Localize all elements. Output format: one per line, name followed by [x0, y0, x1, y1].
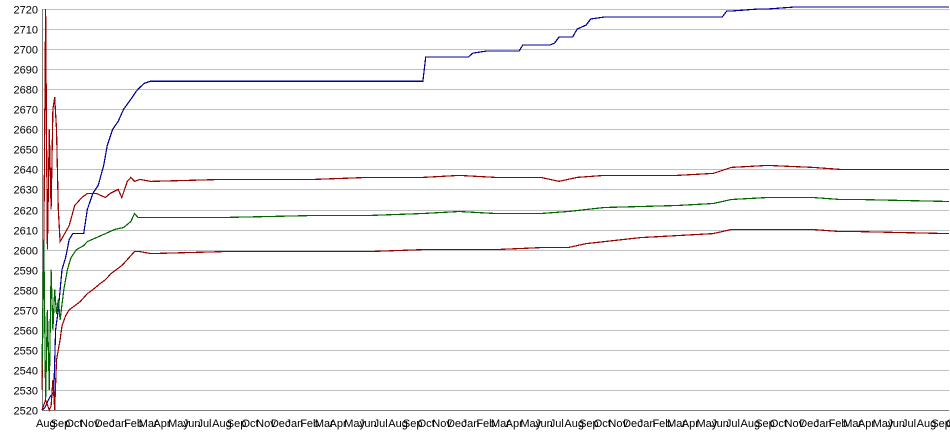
gridlines — [42, 9, 949, 411]
x-tick-label: Jan — [814, 418, 832, 430]
x-tick-label: Oct — [418, 418, 435, 430]
series-line-4 — [41, 228, 950, 412]
x-tick-label: Apr — [858, 418, 875, 430]
y-tick-label: 2620 — [14, 206, 38, 218]
series-line-1 — [41, 6, 949, 411]
x-tick-label: Dec — [95, 418, 115, 430]
y-tick-label: 2670 — [14, 105, 38, 117]
x-tick-label: Feb — [300, 418, 319, 430]
y-tick-label: 2530 — [14, 386, 38, 398]
x-tick-label: Feb — [476, 418, 495, 430]
x-tick-label: May — [696, 418, 717, 430]
x-tick-label: Mar — [315, 418, 334, 430]
x-tick-label: Oct — [241, 418, 258, 430]
x-tick-label: Jan — [109, 418, 127, 430]
x-tick-label: Jun — [183, 418, 201, 430]
x-tick-label: Jan — [286, 418, 304, 430]
x-tick-label: Oct — [65, 418, 82, 430]
y-tick-label: 2600 — [14, 246, 38, 258]
x-tick-label: Aug — [212, 418, 232, 430]
y-tick-label: 2560 — [14, 326, 38, 338]
x-tick-label: Sep — [51, 418, 71, 430]
y-tick-label: 2690 — [14, 65, 38, 77]
x-tick-label: Jul — [726, 418, 740, 430]
y-tick-label: 2570 — [14, 306, 38, 318]
x-tick-label: Mar — [139, 418, 158, 430]
x-tick-label: Nov — [80, 418, 100, 430]
x-tick-label: Mar — [843, 418, 862, 430]
y-tick-label: 2520 — [14, 406, 38, 418]
y-tick-label: 2540 — [14, 366, 38, 378]
x-tick-label: Apr — [682, 418, 699, 430]
series-line-2 — [41, 8, 949, 390]
x-tick-label: Nov — [256, 418, 276, 430]
x-tick-label: Sep — [227, 418, 247, 430]
x-tick-label: May — [520, 418, 541, 430]
x-tick-label: Apr — [153, 418, 170, 430]
y-tick-label: 2630 — [14, 185, 38, 197]
x-tick-label: Nov — [608, 418, 628, 430]
x-tick-label: Feb — [124, 418, 143, 430]
y-tick-label: 2720 — [14, 5, 38, 17]
x-tick-label: Jul — [902, 418, 916, 430]
x-tick-label: Jun — [359, 418, 377, 430]
x-tick-label: Aug — [36, 418, 56, 430]
x-tick-label: Dec — [447, 418, 467, 430]
x-tick-label: Jan — [462, 418, 480, 430]
series-line-3 — [41, 196, 950, 401]
x-tick-label: Dec — [799, 418, 819, 430]
x-tick-label: Apr — [506, 418, 523, 430]
x-tick-label: Aug — [741, 418, 761, 430]
x-tick-label: Aug — [917, 418, 937, 430]
y-tick-label: 2680 — [14, 85, 38, 97]
x-tick-label: Jan — [638, 418, 656, 430]
y-tick-label: 2590 — [14, 266, 38, 278]
x-tick-label: Mar — [667, 418, 686, 430]
x-tick-label: Sep — [755, 418, 775, 430]
x-tick-label: Sep — [579, 418, 599, 430]
y-tick-label: 2610 — [14, 226, 38, 238]
y-tick-label: 2550 — [14, 346, 38, 358]
y-tick-label: 2650 — [14, 145, 38, 157]
x-tick-label: Jul — [550, 418, 564, 430]
x-tick-label: Sep — [403, 418, 423, 430]
x-tick-label: Apr — [330, 418, 347, 430]
x-tick-label: Sep — [931, 418, 950, 430]
x-tick-label: Jun — [711, 418, 729, 430]
x-tick-label: Dec — [271, 418, 291, 430]
x-tick-label: Aug — [564, 418, 584, 430]
y-tick-label: 2640 — [14, 165, 38, 177]
x-tick-label: May — [873, 418, 894, 430]
x-tick-label: Feb — [829, 418, 848, 430]
x-tick-label: Nov — [432, 418, 452, 430]
y-tick-label: 2660 — [14, 125, 38, 137]
x-tick-label: Aug — [388, 418, 408, 430]
x-tick-label: Oct — [946, 418, 950, 430]
x-tick-label: Oct — [594, 418, 611, 430]
y-tick-labels: 2520 2530 2540 2550 2560 2570 2580 2590 2600 2610… — [14, 5, 38, 418]
x-tick-label: Jun — [535, 418, 553, 430]
x-tick-label: Nov — [785, 418, 805, 430]
x-tick-label: Oct — [770, 418, 787, 430]
x-tick-label: Feb — [652, 418, 671, 430]
series-lines — [41, 6, 950, 412]
x-tick-label: Jul — [197, 418, 211, 430]
y-tick-label: 2700 — [14, 45, 38, 57]
y-tick-label: 2580 — [14, 286, 38, 298]
x-tick-label: Dec — [623, 418, 643, 430]
x-tick-label: May — [168, 418, 189, 430]
y-tick-label: 2710 — [14, 25, 38, 37]
x-tick-label: Mar — [491, 418, 510, 430]
x-tick-label: Jun — [887, 418, 905, 430]
x-tick-label: Jul — [374, 418, 388, 430]
x-tick-label: May — [344, 418, 365, 430]
